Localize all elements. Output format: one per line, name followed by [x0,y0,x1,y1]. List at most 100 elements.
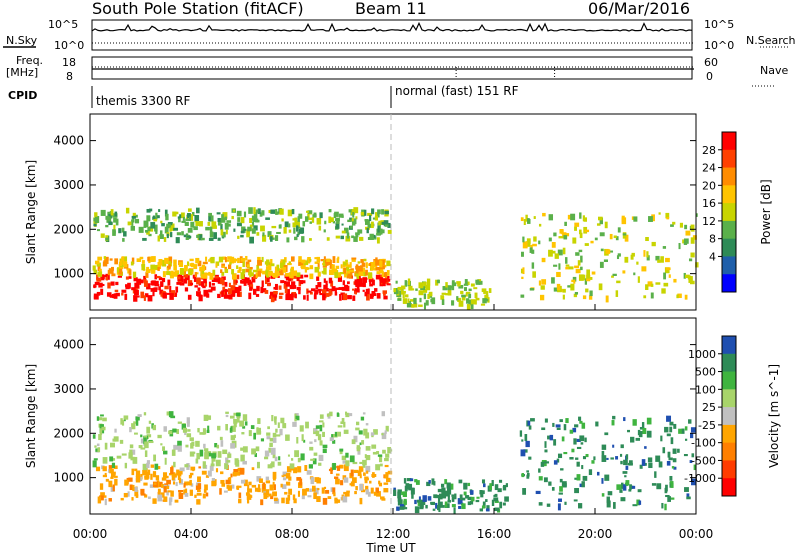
echo-cell [494,500,499,503]
echo-cell [643,250,646,257]
echo-cell [488,288,492,293]
echo-cell [96,274,99,280]
echo-cell [334,271,339,279]
colorbar-tick-label: 8 [709,233,716,246]
echo-cell [163,486,167,493]
echo-cell [152,471,157,478]
echo-cell [143,437,147,445]
echo-cell [184,287,189,292]
echo-cell [684,224,688,230]
echo-cell [160,220,163,224]
echo-cell [250,425,255,430]
echo-cell [351,235,355,239]
echo-cell [371,474,377,478]
echo-cell [208,271,211,276]
echo-cell [576,474,581,481]
echo-cell [230,426,233,432]
echo-cell [386,283,391,286]
echo-cell [273,286,276,290]
echo-cell [574,487,580,494]
echo-cell [270,495,274,500]
echo-cell [202,261,208,265]
echo-cell [108,498,112,502]
echo-cell [166,265,171,269]
echo-cell [108,214,112,219]
echo-cell [444,501,448,508]
echo-cell [354,491,357,495]
echo-cell [163,426,167,432]
echo-cell [613,235,617,239]
echo-cell [302,488,307,496]
echo-cell [323,263,326,267]
echo-cell [397,489,402,494]
echo-cell [294,236,298,241]
echo-cell [203,414,209,421]
echo-cell [226,484,230,489]
echo-cell [351,209,356,215]
echo-cell [479,508,484,512]
echo-cell [415,480,420,485]
echo-cell [168,498,172,506]
echo-cell [544,418,548,423]
echo-cell [524,434,528,441]
colorbar-tick-label: 4 [709,250,716,263]
echo-cell [127,270,130,274]
echo-cell [647,457,653,463]
colorbar-tick-label: 16 [702,197,716,210]
echo-cell [147,469,151,476]
echo-cell [341,455,347,461]
echo-cell [376,271,381,275]
echo-cell [644,446,647,449]
echo-cell [555,424,561,428]
echo-cell [519,430,523,437]
echo-cell [312,458,317,465]
echo-cell [175,272,178,277]
echo-cell [228,477,231,482]
echo-cell [98,417,103,421]
echo-cell [431,478,435,485]
echo-cell [298,288,301,295]
echo-cell [233,228,236,232]
echo-cell [362,461,366,468]
echo-cell [292,421,297,427]
echo-cell [207,470,212,477]
echo-cell [199,432,204,435]
echo-cell [355,427,360,431]
echo-cell [313,452,318,456]
echo-cell [196,234,200,238]
echo-cell [184,481,188,486]
echo-cell [343,464,349,472]
echo-cell [100,233,105,238]
echo-cell [359,442,362,446]
echo-cell [93,295,97,299]
echo-cell [441,299,445,305]
echo-cell [362,267,366,273]
echo-cell [223,490,228,493]
echo-cell [147,295,153,302]
echo-cell [198,466,202,469]
echo-cell [336,258,340,263]
echo-cell [503,484,507,489]
echo-cell [641,422,645,429]
echo-cell [208,281,212,288]
echo-cell [616,255,620,260]
echo-cell [334,211,339,217]
echo-cell [197,476,201,483]
echo-cell [217,237,221,241]
echo-cell [265,217,270,220]
echo-cell [143,468,148,475]
echo-cell [97,271,103,277]
echo-cell [314,257,318,260]
echo-cell [306,258,311,264]
echo-cell [181,231,184,236]
echo-cell [393,288,396,293]
echo-cell [365,269,368,276]
colorbar-tick-label: -500 [691,454,716,467]
echo-cell [220,440,224,447]
echo-cell [578,416,582,421]
echo-cell [219,488,222,495]
echo-cell [175,286,179,293]
echo-cell [461,294,466,298]
echo-cell [573,293,578,298]
echo-cell [628,489,632,492]
